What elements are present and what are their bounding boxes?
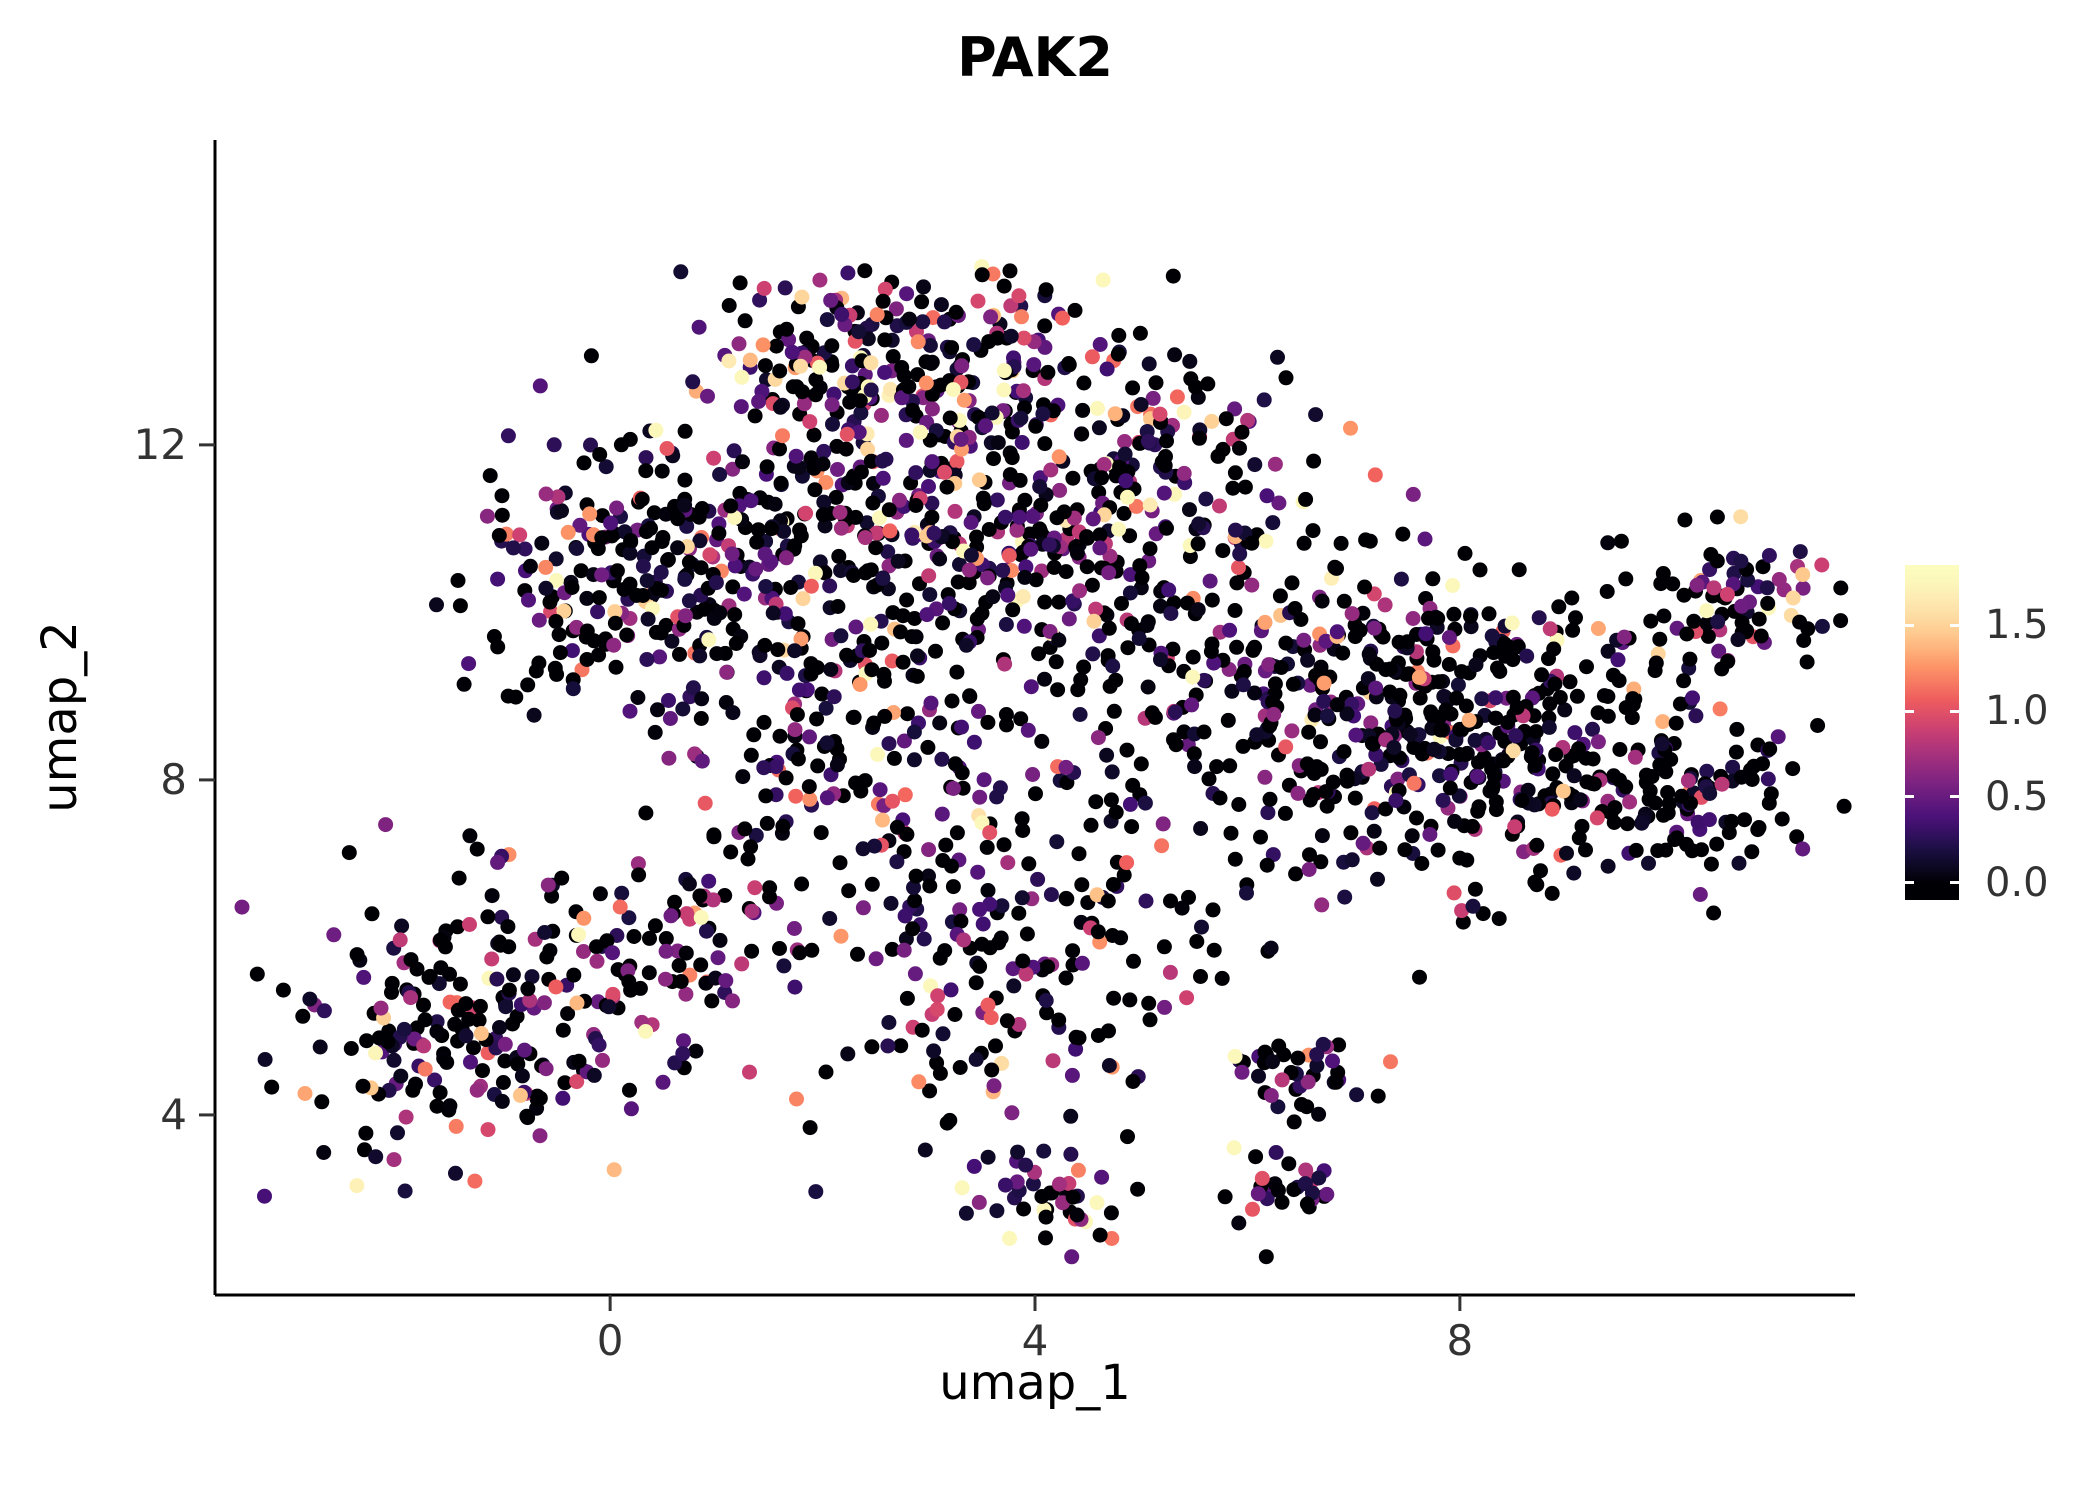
- colorbar-tick-mark: [1905, 623, 1914, 627]
- colorbar-tick-mark: [1950, 881, 1959, 885]
- y-tick-label: 12: [134, 420, 187, 469]
- x-tick-label: 0: [597, 1316, 624, 1365]
- x-tick-label: 8: [1447, 1316, 1474, 1365]
- colorbar-tick-mark: [1950, 795, 1959, 799]
- colorbar-tick-mark: [1905, 881, 1914, 885]
- colorbar-tick-label: 0.0: [1985, 859, 2049, 906]
- colorbar-tick-label: 1.0: [1985, 688, 2049, 735]
- colorbar-tick-mark: [1905, 709, 1914, 713]
- chart-title: PAK2: [957, 26, 1113, 89]
- colorbar-gradient: [1905, 565, 1959, 900]
- y-axis-label: umap_2: [32, 621, 88, 813]
- colorbar-tick-label: 0.5: [1985, 773, 2049, 820]
- scatter-points: [234, 259, 1852, 1265]
- colorbar-tick-label: 1.5: [1985, 602, 2049, 649]
- colorbar-tick-mark: [1950, 709, 1959, 713]
- colorbar: 0.0 0.5 1.0 1.5: [1905, 565, 2100, 906]
- y-tick-label: 8: [160, 755, 187, 804]
- y-tick-label: 4: [160, 1090, 187, 1139]
- colorbar-tick-mark: [1905, 795, 1914, 799]
- x-axis-label: umap_1: [939, 1355, 1131, 1411]
- x-tick-label: 4: [1022, 1316, 1049, 1365]
- colorbar-tick-mark: [1950, 623, 1959, 627]
